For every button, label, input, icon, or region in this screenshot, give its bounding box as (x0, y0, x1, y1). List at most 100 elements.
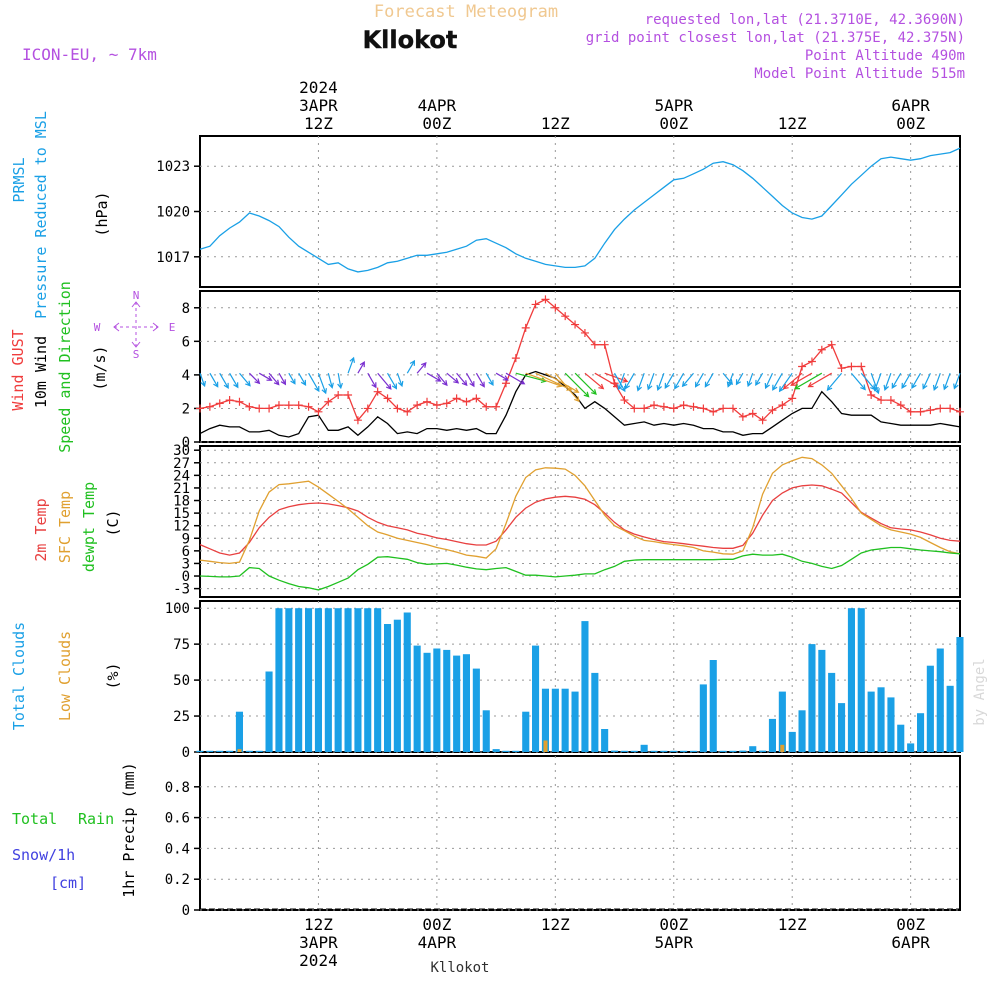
gust-marker (738, 412, 747, 421)
low-cloud-bar (780, 744, 785, 752)
wind-direction-arrow (386, 372, 398, 390)
wind-ytick-label: 2 (182, 401, 190, 417)
total-cloud-bar (907, 743, 915, 752)
pressure-ytick-label: 1020 (156, 205, 190, 221)
total-cloud-bar (828, 672, 836, 752)
total-cloud-bar (620, 750, 628, 752)
pressure-ytick-label: 1023 (156, 159, 190, 175)
total-cloud-bar (551, 688, 559, 752)
wind-direction-arrow (664, 372, 675, 389)
gust-marker (501, 379, 510, 388)
top-time-label: 00Z (659, 114, 688, 133)
gust-marker (482, 402, 491, 411)
precip-ytick-label: 0.2 (165, 872, 190, 888)
gust-marker (788, 394, 797, 403)
gust-marker (620, 396, 629, 405)
total-cloud-bar (433, 648, 441, 752)
total-cloud-bar (216, 750, 224, 752)
bottom-time-label: 6APR (891, 933, 930, 952)
clouds-ytick-label: 100 (165, 601, 190, 617)
wind-ytick-label: 8 (182, 301, 190, 317)
precip-frame (199, 755, 961, 911)
bottom-time-label: 2024 (299, 951, 338, 970)
wind-direction-arrow (229, 372, 239, 389)
total-cloud-bar (462, 654, 470, 752)
wind-speed-dir-label: Speed and Direction (56, 281, 74, 453)
top-time-label: 00Z (896, 114, 925, 133)
gust-marker (492, 402, 501, 411)
wind-direction-arrow (604, 372, 629, 383)
gust-marker (245, 402, 254, 411)
wind-direction-arrow (278, 372, 287, 386)
bottom-time-label: 3APR (299, 933, 338, 952)
total-cloud-bar (305, 608, 313, 752)
wind-direction-arrow (268, 372, 280, 386)
gust-marker (462, 397, 471, 406)
clouds-ytick-label: 25 (173, 709, 190, 725)
gust-marker (334, 391, 343, 400)
gust-marker (659, 402, 668, 411)
pressure-panel: 1017 1020 1023 (156, 135, 961, 288)
gust-marker (255, 404, 264, 413)
top-time-label: 12Z (541, 114, 570, 133)
gust-marker (373, 387, 382, 396)
bottom-time-label: 12Z (778, 915, 807, 934)
gust-marker (768, 406, 777, 415)
compass-icon: W E N S (94, 289, 176, 361)
total-cloud-bar (591, 672, 599, 752)
total-cloud-bar (532, 645, 540, 752)
wind-direction-arrow (199, 372, 206, 388)
2m-temp-line (199, 484, 961, 556)
low-cloud-bar (543, 740, 548, 752)
wind-direction-arrow (807, 372, 833, 388)
gust-marker (837, 364, 846, 373)
top-time-label: 00Z (422, 114, 451, 133)
bottom-time-label: 4APR (418, 933, 457, 952)
banner-title: Forecast Meteogram (374, 2, 558, 22)
total-rain-label: Total (12, 810, 57, 828)
total-cloud-bar (729, 750, 737, 752)
wind-direction-arrow (746, 372, 754, 388)
temperature-ytick-label: 0 (182, 569, 190, 585)
wind-direction-arrow (219, 372, 229, 389)
gust-marker (857, 362, 866, 371)
wind-direction-arrow (646, 372, 655, 391)
total-cloud-bar (393, 619, 401, 752)
wind-direction-arrow (850, 372, 866, 391)
wind-ytick-label: 6 (182, 334, 190, 350)
clouds-panel: 0 25 50 75 100 (165, 600, 964, 761)
total-cloud-bar (699, 684, 707, 752)
wind-direction-arrow (347, 356, 355, 374)
gust-marker (956, 407, 964, 416)
wind-direction-arrow (790, 372, 813, 386)
clouds-panel-labels: Total Clouds Low Clouds (%) (10, 622, 122, 730)
total-cloud-bar (226, 750, 234, 752)
total-cloud-bar (374, 608, 382, 752)
gust-marker (886, 396, 895, 405)
wind-direction-arrow (901, 372, 912, 389)
wind-direction-arrow (911, 372, 922, 389)
gust-marker (561, 312, 570, 321)
gust-marker (541, 295, 550, 304)
precip-ytick-label: 0.4 (165, 841, 190, 857)
total-cloud-bar (778, 691, 786, 752)
top-time-label: 5APR (655, 96, 694, 115)
temperature-ytick-label: 6 (182, 544, 190, 560)
gust-marker (314, 407, 323, 416)
bottom-time-label: 5APR (655, 933, 694, 952)
top-time-label: 6APR (891, 96, 930, 115)
wind-direction-arrow (764, 372, 774, 390)
wind-gust-label: Wind GUST (9, 329, 27, 410)
total-cloud-bar (295, 608, 303, 752)
total-cloud-bar (206, 750, 214, 752)
pressure-msl-label: Pressure Reduced to MSL (32, 111, 50, 319)
wind-direction-arrow (377, 372, 392, 390)
wind-direction-arrow (298, 372, 307, 386)
gust-marker (472, 394, 481, 403)
wind-frame (199, 290, 961, 443)
gust-marker (867, 391, 876, 400)
total-cloud-bar (926, 665, 934, 752)
total-cloud-bar (561, 688, 569, 752)
total-cloud-bar (571, 691, 579, 752)
